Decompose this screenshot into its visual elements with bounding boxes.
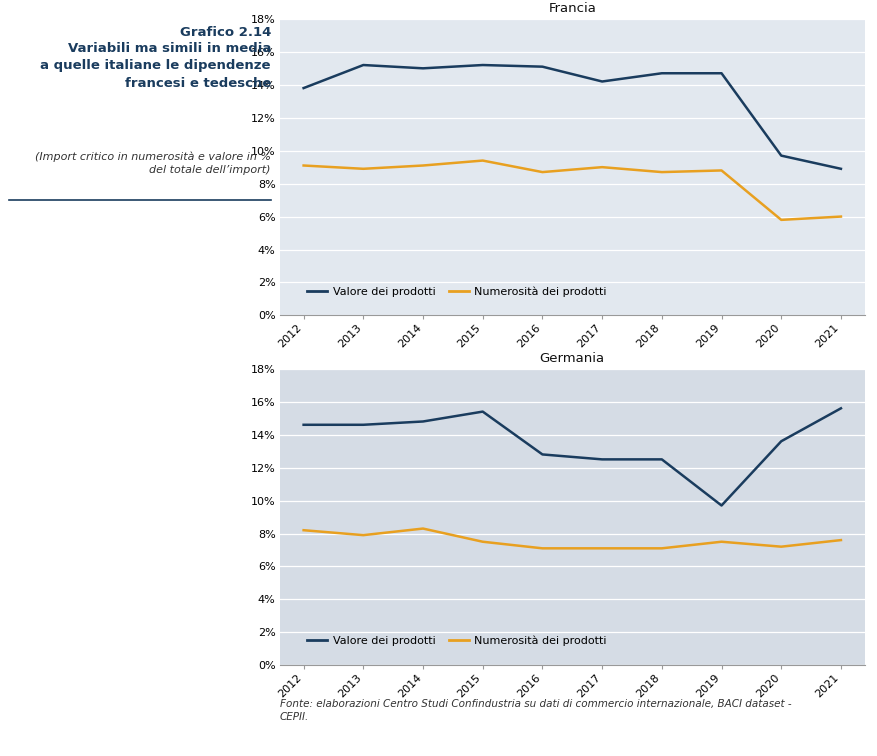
Legend: Valore dei prodotti, Numerosità dei prodotti: Valore dei prodotti, Numerosità dei prod… bbox=[303, 281, 610, 301]
Title: Francia: Francia bbox=[548, 2, 595, 15]
Text: Grafico 2.14: Grafico 2.14 bbox=[180, 26, 271, 39]
Legend: Valore dei prodotti, Numerosità dei prodotti: Valore dei prodotti, Numerosità dei prod… bbox=[303, 631, 610, 651]
Title: Germania: Germania bbox=[539, 352, 604, 365]
Text: Fonte: elaborazioni Centro Studi Confindustria su dati di commercio internaziona: Fonte: elaborazioni Centro Studi Confind… bbox=[280, 699, 790, 723]
Text: (Import critico in numerosità e valore in %
del totale dell’import): (Import critico in numerosità e valore i… bbox=[35, 151, 271, 175]
Text: Variabili ma simili in media
a quelle italiane le dipendenze
francesi e tedesche: Variabili ma simili in media a quelle it… bbox=[40, 42, 271, 89]
